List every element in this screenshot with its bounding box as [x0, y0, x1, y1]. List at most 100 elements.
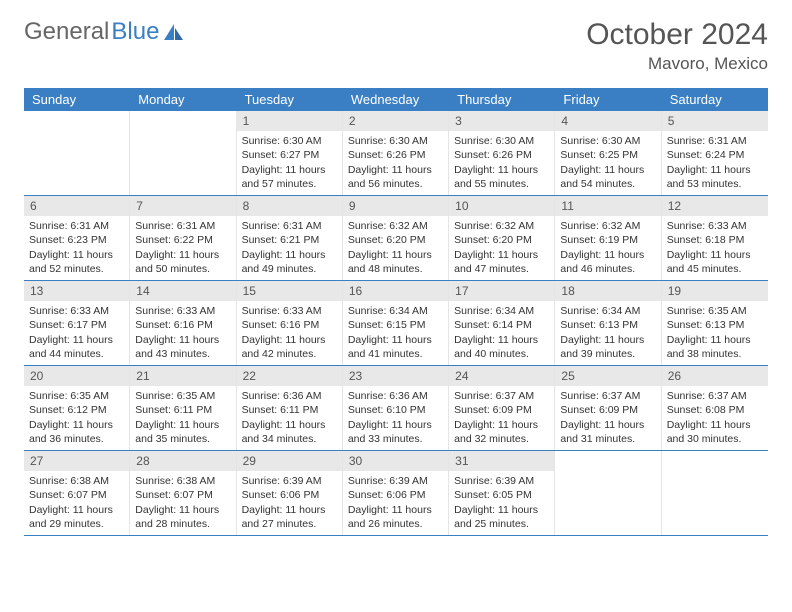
day-number: 7: [130, 196, 235, 216]
daylight-line: Daylight: 11 hours and 57 minutes.: [242, 163, 337, 191]
sunrise-line: Sunrise: 6:32 AM: [454, 219, 549, 233]
day-number: 29: [237, 451, 342, 471]
day-cell: 28Sunrise: 6:38 AMSunset: 6:07 PMDayligh…: [130, 451, 236, 535]
day-body: Sunrise: 6:34 AMSunset: 6:14 PMDaylight:…: [449, 301, 554, 365]
daylight-line: Daylight: 11 hours and 53 minutes.: [667, 163, 763, 191]
sunset-line: Sunset: 6:10 PM: [348, 403, 443, 417]
day-body: Sunrise: 6:33 AMSunset: 6:16 PMDaylight:…: [130, 301, 235, 365]
sunrise-line: Sunrise: 6:35 AM: [667, 304, 763, 318]
sunrise-line: Sunrise: 6:36 AM: [348, 389, 443, 403]
header: GeneralBlue October 2024 Mavoro, Mexico: [24, 18, 768, 74]
day-number: 18: [555, 281, 660, 301]
day-number: 5: [662, 111, 768, 131]
day-number: 15: [237, 281, 342, 301]
daylight-line: Daylight: 11 hours and 56 minutes.: [348, 163, 443, 191]
sunrise-line: Sunrise: 6:37 AM: [560, 389, 655, 403]
day-body: Sunrise: 6:33 AMSunset: 6:16 PMDaylight:…: [237, 301, 342, 365]
week-row: 13Sunrise: 6:33 AMSunset: 6:17 PMDayligh…: [24, 281, 768, 366]
day-number: 3: [449, 111, 554, 131]
calendar: SundayMondayTuesdayWednesdayThursdayFrid…: [24, 88, 768, 536]
sunset-line: Sunset: 6:12 PM: [29, 403, 124, 417]
week-row: 20Sunrise: 6:35 AMSunset: 6:12 PMDayligh…: [24, 366, 768, 451]
daylight-line: Daylight: 11 hours and 31 minutes.: [560, 418, 655, 446]
sunset-line: Sunset: 6:16 PM: [135, 318, 230, 332]
day-cell: 24Sunrise: 6:37 AMSunset: 6:09 PMDayligh…: [449, 366, 555, 450]
daylight-line: Daylight: 11 hours and 40 minutes.: [454, 333, 549, 361]
sunset-line: Sunset: 6:25 PM: [560, 148, 655, 162]
brand-part1: General: [24, 18, 109, 46]
day-body: Sunrise: 6:35 AMSunset: 6:12 PMDaylight:…: [24, 386, 129, 450]
day-number: 22: [237, 366, 342, 386]
day-number: 25: [555, 366, 660, 386]
sunrise-line: Sunrise: 6:31 AM: [29, 219, 124, 233]
daylight-line: Daylight: 11 hours and 32 minutes.: [454, 418, 549, 446]
day-body: Sunrise: 6:39 AMSunset: 6:06 PMDaylight:…: [237, 471, 342, 535]
day-cell: 10Sunrise: 6:32 AMSunset: 6:20 PMDayligh…: [449, 196, 555, 280]
sunrise-line: Sunrise: 6:30 AM: [242, 134, 337, 148]
sunset-line: Sunset: 6:07 PM: [135, 488, 230, 502]
sunset-line: Sunset: 6:18 PM: [667, 233, 763, 247]
sunset-line: Sunset: 6:06 PM: [348, 488, 443, 502]
sunrise-line: Sunrise: 6:33 AM: [667, 219, 763, 233]
day-body: Sunrise: 6:31 AMSunset: 6:21 PMDaylight:…: [237, 216, 342, 280]
sunset-line: Sunset: 6:20 PM: [348, 233, 443, 247]
sunrise-line: Sunrise: 6:39 AM: [454, 474, 549, 488]
sunrise-line: Sunrise: 6:31 AM: [242, 219, 337, 233]
sunrise-line: Sunrise: 6:33 AM: [29, 304, 124, 318]
sunrise-line: Sunrise: 6:37 AM: [667, 389, 763, 403]
sunset-line: Sunset: 6:13 PM: [560, 318, 655, 332]
day-number: 20: [24, 366, 129, 386]
daylight-line: Daylight: 11 hours and 48 minutes.: [348, 248, 443, 276]
week-row: ..1Sunrise: 6:30 AMSunset: 6:27 PMDaylig…: [24, 111, 768, 196]
weekday-label: Sunday: [24, 88, 130, 111]
day-number: 28: [130, 451, 235, 471]
daylight-line: Daylight: 11 hours and 47 minutes.: [454, 248, 549, 276]
sail-icon: [163, 23, 185, 41]
daylight-line: Daylight: 11 hours and 35 minutes.: [135, 418, 230, 446]
day-cell: 29Sunrise: 6:39 AMSunset: 6:06 PMDayligh…: [237, 451, 343, 535]
day-cell: 14Sunrise: 6:33 AMSunset: 6:16 PMDayligh…: [130, 281, 236, 365]
weekday-label: Friday: [555, 88, 661, 111]
day-body: Sunrise: 6:37 AMSunset: 6:08 PMDaylight:…: [662, 386, 768, 450]
daylight-line: Daylight: 11 hours and 52 minutes.: [29, 248, 124, 276]
sunrise-line: Sunrise: 6:38 AM: [29, 474, 124, 488]
title-block: October 2024 Mavoro, Mexico: [586, 18, 768, 74]
day-cell: 13Sunrise: 6:33 AMSunset: 6:17 PMDayligh…: [24, 281, 130, 365]
day-body: Sunrise: 6:31 AMSunset: 6:23 PMDaylight:…: [24, 216, 129, 280]
sunrise-line: Sunrise: 6:32 AM: [348, 219, 443, 233]
sunrise-line: Sunrise: 6:30 AM: [348, 134, 443, 148]
sunrise-line: Sunrise: 6:38 AM: [135, 474, 230, 488]
daylight-line: Daylight: 11 hours and 39 minutes.: [560, 333, 655, 361]
sunrise-line: Sunrise: 6:34 AM: [348, 304, 443, 318]
day-body: Sunrise: 6:38 AMSunset: 6:07 PMDaylight:…: [130, 471, 235, 535]
sunrise-line: Sunrise: 6:30 AM: [560, 134, 655, 148]
day-number: 11: [555, 196, 660, 216]
sunset-line: Sunset: 6:05 PM: [454, 488, 549, 502]
day-cell: 22Sunrise: 6:36 AMSunset: 6:11 PMDayligh…: [237, 366, 343, 450]
day-number: 19: [662, 281, 768, 301]
day-cell: 23Sunrise: 6:36 AMSunset: 6:10 PMDayligh…: [343, 366, 449, 450]
weekday-row: SundayMondayTuesdayWednesdayThursdayFrid…: [24, 88, 768, 111]
sunset-line: Sunset: 6:21 PM: [242, 233, 337, 247]
day-body: Sunrise: 6:38 AMSunset: 6:07 PMDaylight:…: [24, 471, 129, 535]
day-cell: 12Sunrise: 6:33 AMSunset: 6:18 PMDayligh…: [662, 196, 768, 280]
day-number: 17: [449, 281, 554, 301]
day-cell: 4Sunrise: 6:30 AMSunset: 6:25 PMDaylight…: [555, 111, 661, 195]
day-cell: 9Sunrise: 6:32 AMSunset: 6:20 PMDaylight…: [343, 196, 449, 280]
day-cell: 11Sunrise: 6:32 AMSunset: 6:19 PMDayligh…: [555, 196, 661, 280]
day-cell: 26Sunrise: 6:37 AMSunset: 6:08 PMDayligh…: [662, 366, 768, 450]
day-cell: 1Sunrise: 6:30 AMSunset: 6:27 PMDaylight…: [237, 111, 343, 195]
sunset-line: Sunset: 6:11 PM: [135, 403, 230, 417]
sunset-line: Sunset: 6:26 PM: [348, 148, 443, 162]
day-body: Sunrise: 6:36 AMSunset: 6:11 PMDaylight:…: [237, 386, 342, 450]
day-body: Sunrise: 6:39 AMSunset: 6:06 PMDaylight:…: [343, 471, 448, 535]
day-body: Sunrise: 6:34 AMSunset: 6:15 PMDaylight:…: [343, 301, 448, 365]
daylight-line: Daylight: 11 hours and 25 minutes.: [454, 503, 549, 531]
day-body: Sunrise: 6:35 AMSunset: 6:13 PMDaylight:…: [662, 301, 768, 365]
daylight-line: Daylight: 11 hours and 33 minutes.: [348, 418, 443, 446]
day-body: Sunrise: 6:31 AMSunset: 6:22 PMDaylight:…: [130, 216, 235, 280]
day-cell: 7Sunrise: 6:31 AMSunset: 6:22 PMDaylight…: [130, 196, 236, 280]
sunset-line: Sunset: 6:26 PM: [454, 148, 549, 162]
sunset-line: Sunset: 6:19 PM: [560, 233, 655, 247]
day-body: Sunrise: 6:30 AMSunset: 6:25 PMDaylight:…: [555, 131, 660, 195]
